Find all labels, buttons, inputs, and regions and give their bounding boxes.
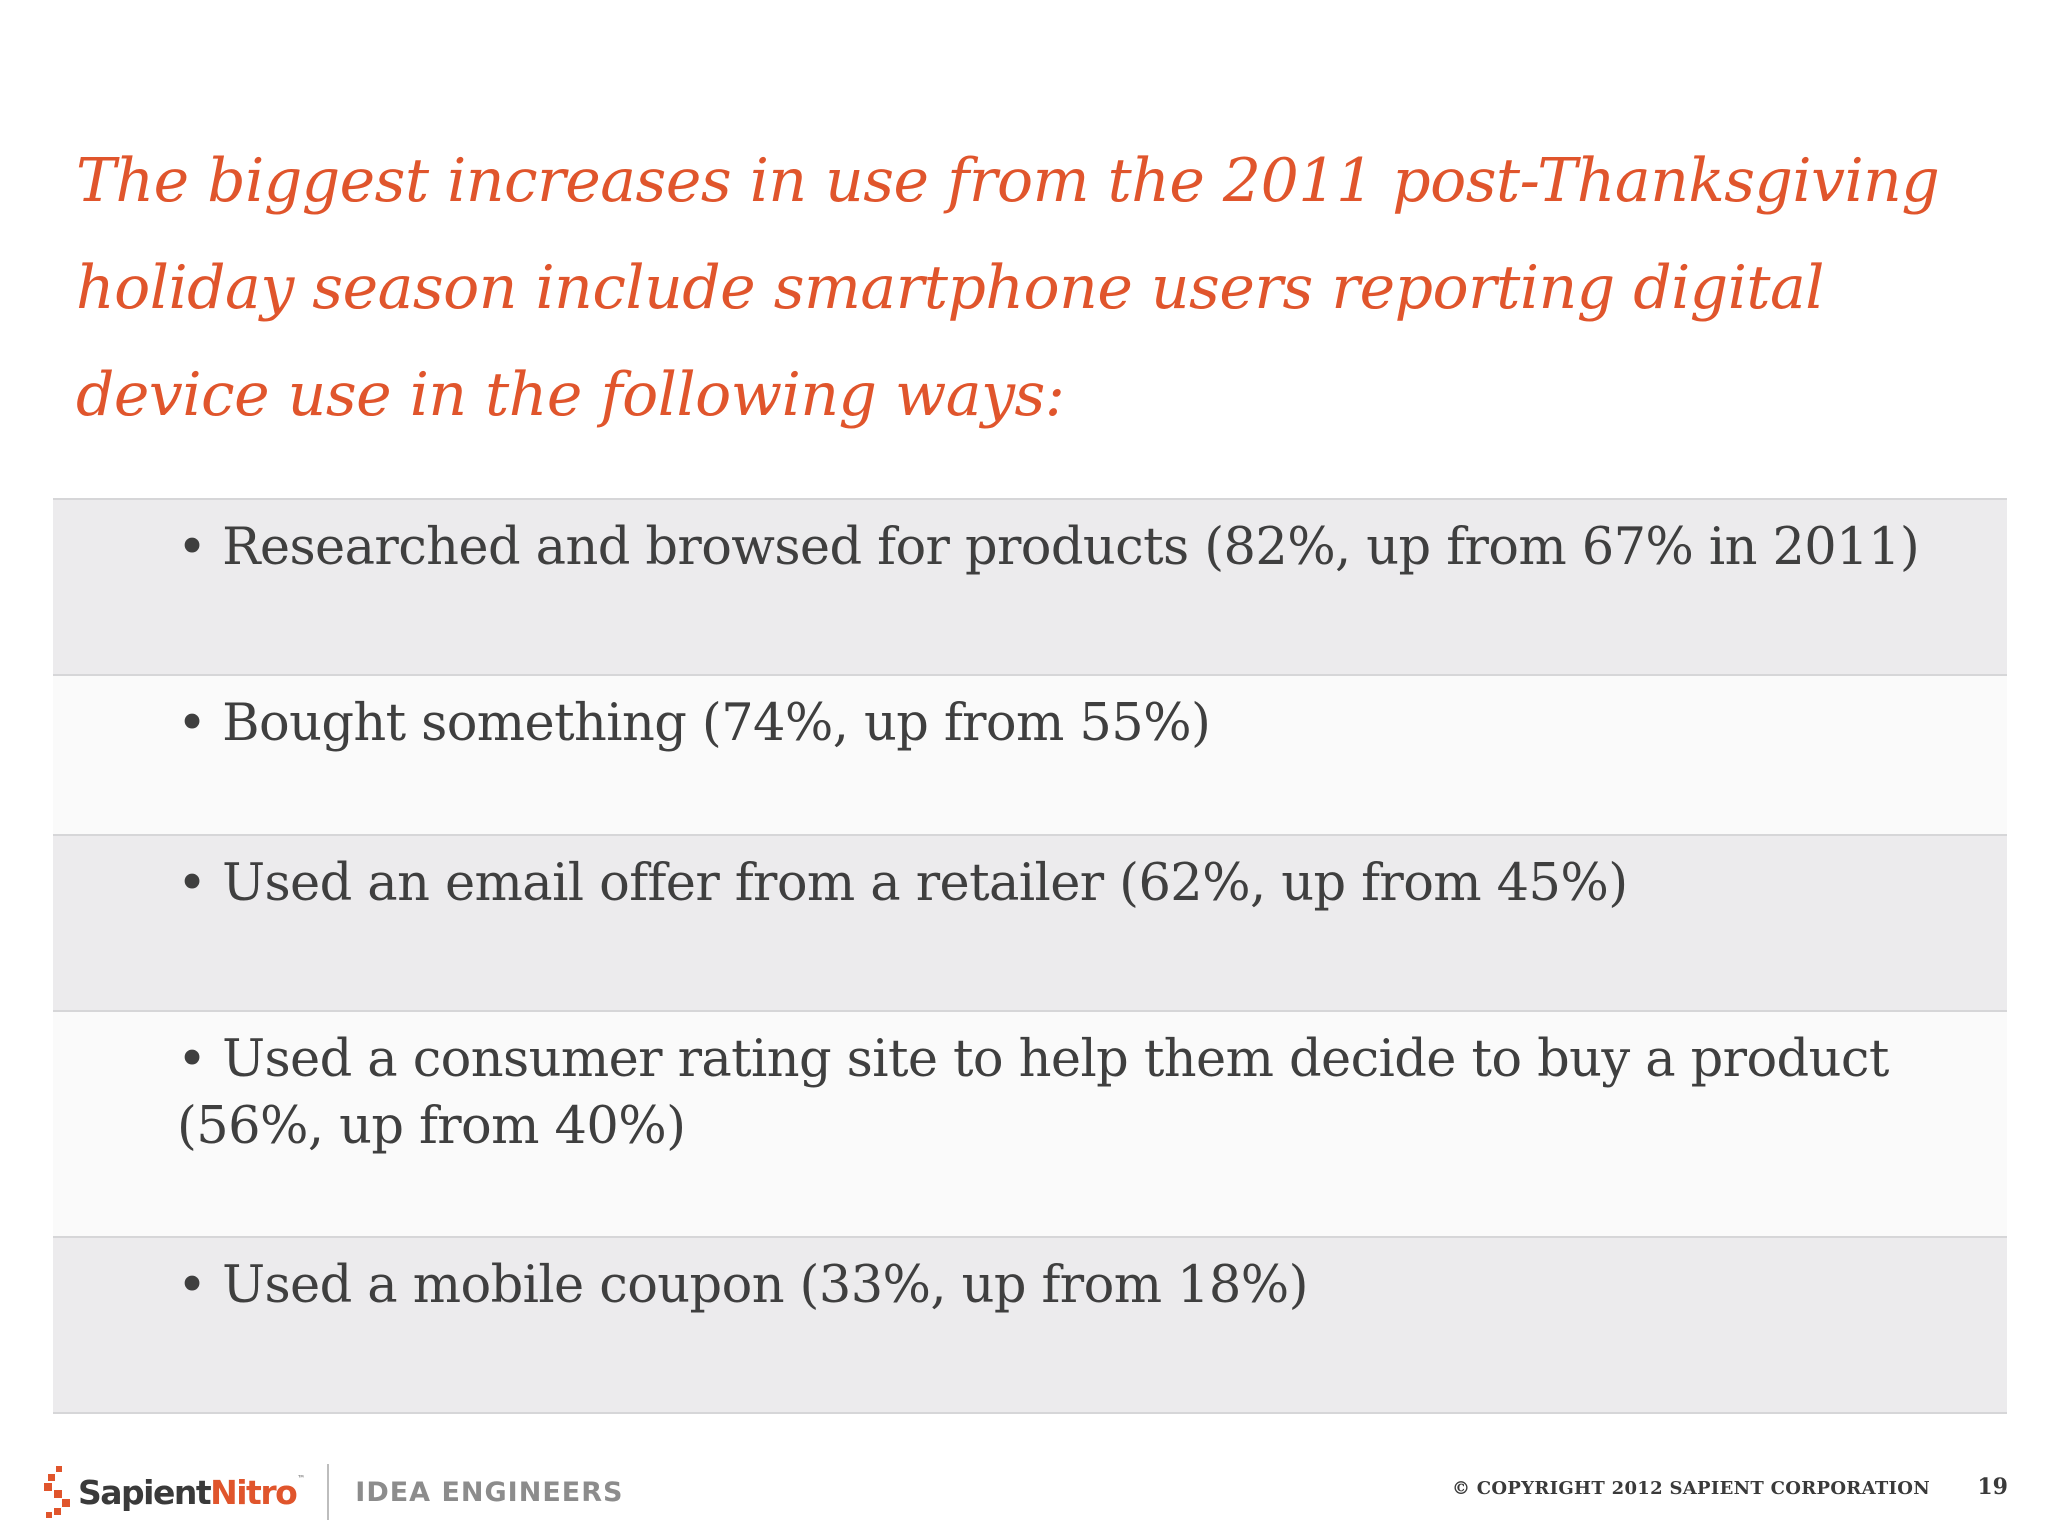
sapient-logo-icon: [44, 1466, 70, 1518]
brand-sapient: Sapient: [78, 1472, 212, 1512]
brand-nitro: Nitro: [210, 1472, 298, 1512]
footer-logo: SapientNitro ™ IDEA ENGINEERS: [42, 1462, 623, 1522]
list-item: • Bought something (74%, up from 55%): [53, 674, 2007, 834]
list-item: • Used a mobile coupon (33%, up from 18%…: [53, 1236, 2007, 1414]
logo-divider: [327, 1464, 330, 1520]
list-item: • Researched and browsed for products (8…: [53, 498, 2007, 674]
brand-name: SapientNitro: [78, 1472, 298, 1512]
trademark-symbol: ™: [297, 1474, 306, 1483]
page-number: 19: [1977, 1474, 2008, 1500]
slide-title: The biggest increases in use from the 20…: [76, 146, 1940, 430]
tagline: IDEA ENGINEERS: [355, 1476, 624, 1508]
list-item: • Used an email offer from a retailer (6…: [53, 834, 2007, 1010]
bullet-list: • Researched and browsed for products (8…: [53, 498, 2007, 1414]
list-item: • Used a consumer rating site to help th…: [53, 1010, 2007, 1236]
copyright-notice: © COPYRIGHT 2012 SAPIENT CORPORATION: [1451, 1478, 1930, 1499]
